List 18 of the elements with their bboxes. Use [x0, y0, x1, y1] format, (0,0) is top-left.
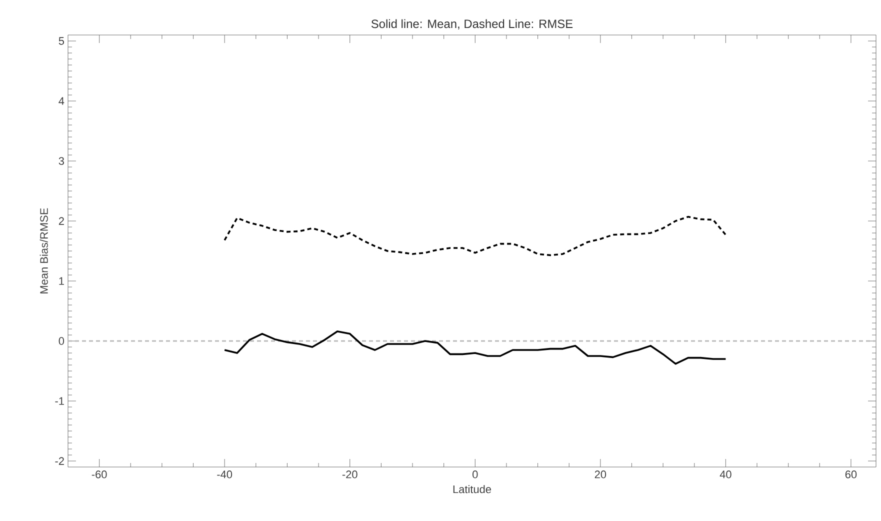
x-tick-label: 60: [845, 470, 857, 478]
y-axis-title: Mean Bias/RMSE: [40, 208, 48, 294]
x-tick-label: -40: [217, 470, 232, 478]
x-tick-label: 0: [472, 470, 478, 478]
x-axis-title: Latitude: [453, 485, 492, 494]
x-tick-label: -60: [92, 470, 107, 478]
y-tick-label: -1: [55, 397, 64, 405]
x-tick-label: -20: [342, 470, 358, 478]
y-tick-label: 0: [58, 337, 64, 345]
x-tick-label: 40: [720, 470, 732, 478]
y-tick-label: 4: [58, 97, 64, 105]
y-tick-label: 3: [58, 157, 64, 165]
y-tick-label: 5: [58, 37, 64, 45]
y-tick-label: 1: [59, 277, 64, 285]
chart-title: Solid line: Mean, Dashed Line: RMSE: [371, 19, 573, 30]
y-tick-label: -2: [55, 457, 64, 465]
y-tick-label: 2: [58, 217, 64, 225]
x-tick-label: 20: [594, 470, 606, 478]
